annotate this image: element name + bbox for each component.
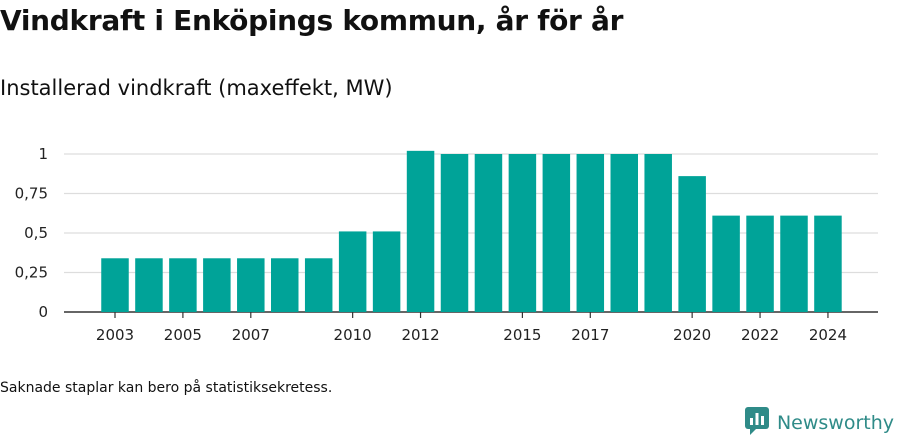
- bar: [542, 154, 571, 312]
- y-tick-label: 0: [38, 303, 48, 321]
- bar: [304, 258, 333, 312]
- x-tick-label: 2007: [232, 326, 270, 344]
- bars: [101, 150, 842, 312]
- newsworthy-logo-icon: [744, 406, 770, 440]
- bar: [237, 258, 265, 312]
- x-tick-label: 2022: [741, 326, 779, 344]
- x-tick-label: 2024: [809, 326, 847, 344]
- bar: [135, 258, 163, 312]
- x-tick-label: 2017: [571, 326, 609, 344]
- y-tick-label: 1: [38, 145, 48, 163]
- bar: [576, 154, 605, 312]
- bar: [440, 154, 469, 312]
- bar: [508, 154, 537, 312]
- x-tick-label: 2005: [164, 326, 202, 344]
- bar: [271, 258, 299, 312]
- bar: [372, 231, 401, 312]
- bar: [169, 258, 197, 312]
- bar: [712, 215, 740, 312]
- y-axis-ticks: 0 0,25 0,5 0,75 1: [15, 145, 48, 321]
- x-tick-label: 2003: [96, 326, 134, 344]
- brand-logo[interactable]: Newsworthy: [744, 406, 894, 440]
- bar-chart: 00,250,50,751 2003 2005 2007 2010 2012 2015 20…: [15, 145, 878, 344]
- bar: [678, 176, 706, 312]
- bar: [338, 231, 367, 312]
- bar: [203, 258, 231, 312]
- bar: [406, 150, 435, 312]
- x-tick-label: 2010: [334, 326, 372, 344]
- brand-name: Newsworthy: [776, 412, 894, 434]
- y-tick-label: 0,5: [24, 224, 48, 242]
- chart-title: Vindkraft i Enköpings kommun, år för år: [0, 4, 624, 37]
- x-axis-ticks: 2003 2005 2007 2010 2012 2015 2017 2020 2022 2024: [96, 312, 847, 344]
- x-tick-label: 2020: [673, 326, 711, 344]
- bar: [610, 154, 638, 312]
- bar: [814, 215, 842, 312]
- bar: [474, 154, 503, 312]
- y-tick-label: 0,75: [15, 185, 48, 203]
- footnote: Saknade staplar kan bero på statistiksek…: [0, 380, 333, 396]
- y-tick-label: 0,25: [15, 264, 48, 282]
- chart-subtitle: Installerad vindkraft (maxeffekt, MW): [0, 76, 393, 100]
- bar: [746, 215, 774, 312]
- bar: [780, 215, 808, 312]
- x-tick-label: 2015: [503, 326, 541, 344]
- bar: [644, 154, 672, 312]
- gridlines: [64, 153, 878, 313]
- bar: [101, 258, 129, 312]
- x-tick-label: 2012: [401, 326, 439, 344]
